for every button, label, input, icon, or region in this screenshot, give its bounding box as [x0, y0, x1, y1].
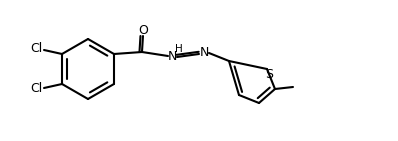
Text: H: H [175, 44, 183, 54]
Text: Cl: Cl [30, 82, 42, 95]
Text: O: O [138, 24, 148, 37]
Text: N: N [167, 50, 177, 63]
Text: S: S [265, 69, 273, 81]
Text: N: N [199, 47, 209, 60]
Text: Cl: Cl [30, 42, 42, 56]
